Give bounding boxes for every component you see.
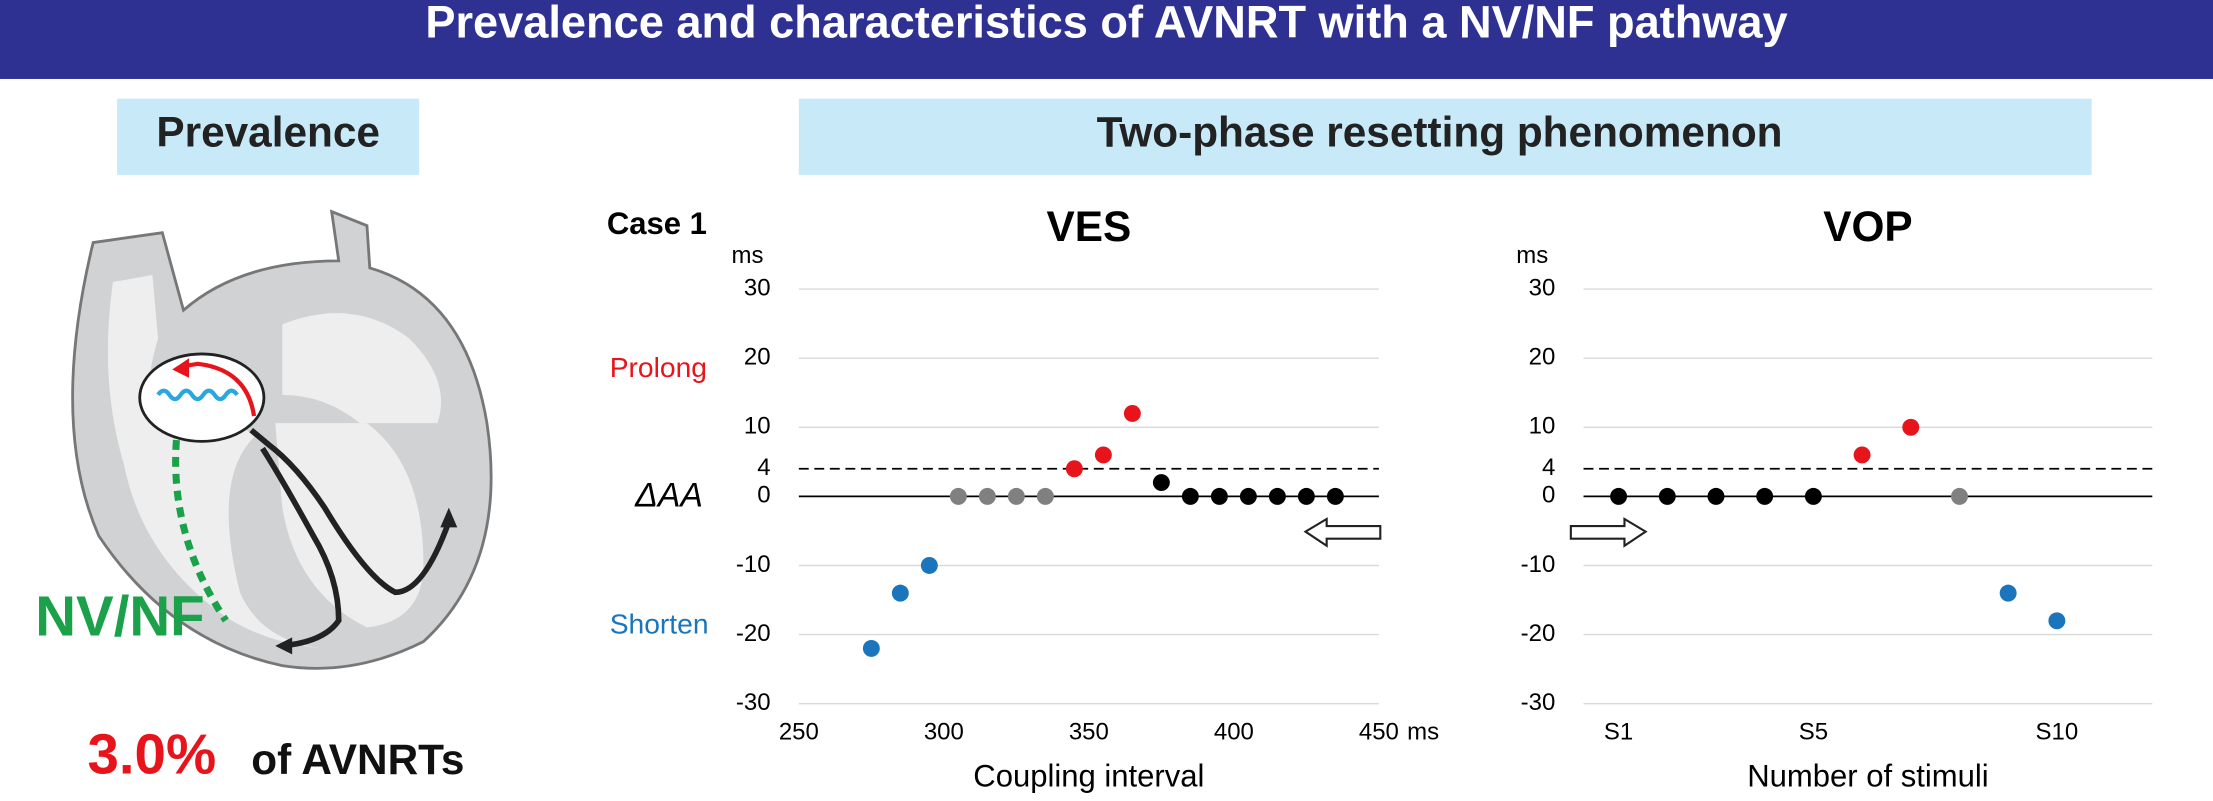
x-axis-label: Number of stimuli bbox=[1747, 759, 1988, 794]
x-tick-label: S5 bbox=[1799, 719, 1828, 746]
data-point bbox=[1123, 405, 1141, 422]
data-point bbox=[862, 639, 880, 657]
y-tick-label: 4 bbox=[1542, 454, 1555, 481]
data-point bbox=[1239, 487, 1257, 505]
x-unit: ms bbox=[1407, 719, 1439, 746]
heart-illustration bbox=[71, 209, 493, 670]
resetting-heading: Two-phase resetting phenomenon bbox=[1097, 109, 1783, 156]
data-point bbox=[1094, 446, 1112, 464]
data-point bbox=[1756, 487, 1774, 505]
data-point bbox=[1065, 460, 1083, 478]
y-unit: ms bbox=[732, 242, 764, 269]
y-tick-label: -10 bbox=[1521, 551, 1556, 578]
y-tick-label: 0 bbox=[757, 482, 770, 509]
header-title: Prevalence and characteristics of AVNRT … bbox=[425, 0, 1787, 47]
x-tick-label: S10 bbox=[2036, 719, 2079, 746]
prevalence-value: 3.0% bbox=[88, 723, 217, 786]
data-point bbox=[1268, 487, 1286, 505]
data-point bbox=[1610, 487, 1628, 505]
chart-title: VOP bbox=[1823, 203, 1912, 250]
data-point bbox=[1902, 418, 1920, 436]
data-point bbox=[1036, 487, 1054, 505]
y-tick-label: 0 bbox=[1542, 482, 1555, 509]
x-tick-label: 250 bbox=[779, 719, 819, 746]
data-point bbox=[1658, 487, 1676, 505]
data-point bbox=[1210, 487, 1228, 505]
data-point bbox=[1853, 446, 1871, 464]
data-point bbox=[891, 584, 909, 602]
heading-box bbox=[117, 98, 420, 175]
y-tick-label: -20 bbox=[736, 620, 771, 647]
data-point bbox=[1181, 487, 1199, 505]
case-label: Case 1 bbox=[607, 206, 707, 241]
data-point bbox=[920, 557, 938, 574]
y-tick-label: 20 bbox=[744, 344, 771, 371]
data-point bbox=[949, 487, 967, 505]
y-tick-label: -30 bbox=[736, 689, 771, 716]
data-point bbox=[2048, 612, 2066, 630]
data-point bbox=[1951, 487, 1968, 505]
chart-title: VES bbox=[1047, 203, 1132, 250]
x-tick-label: 400 bbox=[1214, 719, 1254, 746]
prolong-label: Prolong bbox=[610, 351, 707, 383]
data-point bbox=[1999, 584, 2017, 602]
x-tick-label: S1 bbox=[1604, 719, 1633, 746]
data-point bbox=[1152, 474, 1170, 492]
data-point bbox=[1007, 487, 1025, 505]
direction-arrow bbox=[1303, 517, 1382, 548]
data-point bbox=[1326, 487, 1344, 505]
prevalence-heading: Prevalence bbox=[156, 109, 380, 156]
y-axis-label: ΔAA bbox=[634, 477, 703, 515]
data-point bbox=[978, 487, 996, 505]
x-tick-label: 350 bbox=[1069, 719, 1109, 746]
y-tick-label: 4 bbox=[757, 454, 770, 481]
x-tick-label: 450 bbox=[1359, 719, 1399, 746]
y-unit: ms bbox=[1516, 242, 1548, 269]
x-tick-label: 300 bbox=[924, 719, 964, 746]
y-tick-label: 10 bbox=[744, 413, 771, 440]
y-tick-label: 30 bbox=[744, 274, 771, 301]
direction-arrow bbox=[1569, 517, 1648, 548]
shorten-label: Shorten bbox=[610, 608, 709, 640]
prevalence-caption: of AVNRTs bbox=[251, 736, 464, 783]
data-point bbox=[1804, 487, 1822, 505]
heading-box bbox=[798, 98, 2092, 175]
y-tick-label: 30 bbox=[1529, 274, 1556, 301]
y-tick-label: -10 bbox=[736, 551, 771, 578]
data-point bbox=[1297, 487, 1315, 505]
y-tick-label: 10 bbox=[1529, 413, 1556, 440]
pathway-label: NV/NF bbox=[35, 584, 204, 647]
x-axis-label: Coupling interval bbox=[973, 759, 1204, 794]
y-tick-label: -20 bbox=[1521, 620, 1556, 647]
header-bar bbox=[0, 0, 2213, 79]
y-tick-label: -30 bbox=[1521, 689, 1556, 716]
data-point bbox=[1707, 487, 1725, 505]
y-tick-label: 20 bbox=[1529, 344, 1556, 371]
